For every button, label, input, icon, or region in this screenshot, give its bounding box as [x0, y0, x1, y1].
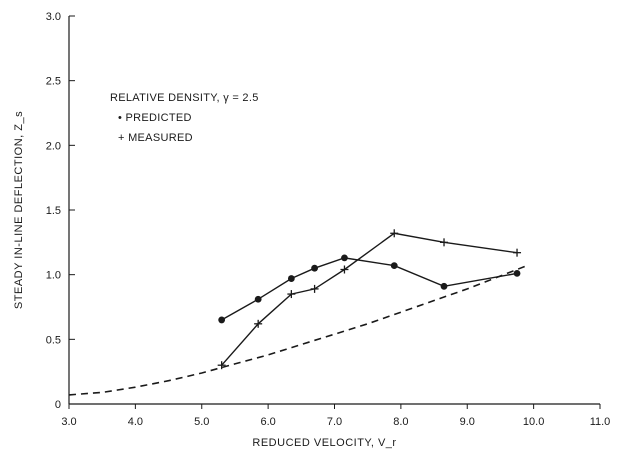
data-point-measured: [310, 284, 319, 293]
data-point-predicted: [254, 295, 262, 303]
y-tick-label: 2.5: [46, 76, 61, 88]
data-point-measured: [390, 229, 399, 238]
x-tick-label: 9.0: [460, 416, 475, 428]
chart-axes: 3.0 4.0 5.0 6.0 7.0 8.0 9.0 10.0 11.0 0 0.5 1.0 1.5 2…: [13, 11, 610, 449]
chart-series: [68, 229, 528, 396]
chart-legend: RELATIVE DENSITY, γ = 2.5 • PREDICTED + …: [110, 92, 259, 144]
data-point-measured: [287, 290, 296, 299]
x-tick-label: 7.0: [327, 416, 342, 428]
data-point-predicted: [390, 262, 398, 270]
x-tick-label: 4.0: [128, 416, 143, 428]
data-point-predicted: [287, 275, 295, 282]
data-point-measured: [513, 248, 522, 257]
x-axis-title: REDUCED VELOCITY, V_r: [252, 437, 396, 449]
data-point-predicted: [440, 282, 448, 290]
data-point-measured: [440, 238, 449, 247]
data-point-measured: [217, 361, 226, 370]
data-point-predicted: [513, 269, 521, 277]
x-tick-label: 11.0: [590, 416, 611, 428]
legend-title: RELATIVE DENSITY, γ = 2.5: [110, 92, 259, 104]
x-tick-label: 8.0: [393, 416, 408, 428]
data-point-measured: [340, 265, 349, 274]
x-tick-label: 5.0: [194, 416, 209, 428]
x-tick-label: 10.0: [523, 416, 544, 428]
x-tick-label: 3.0: [61, 416, 76, 428]
data-point-predicted: [311, 264, 318, 272]
y-tick-label: 1.0: [46, 270, 61, 282]
y-tick-label: 1.5: [46, 205, 61, 217]
data-point-predicted: [218, 316, 226, 324]
y-tick-label: 0: [55, 399, 61, 411]
data-point-measured: [254, 319, 263, 328]
legend-entry-measured: + MEASURED: [118, 132, 193, 144]
series-line-predicted: [221, 257, 518, 321]
y-tick-label: 2.0: [46, 140, 61, 152]
y-axis-title: STEADY IN-LINE DEFLECTION, Z_s: [13, 111, 25, 309]
legend-entry-predicted: • PREDICTED: [118, 112, 192, 124]
x-tick-label: 6.0: [260, 416, 275, 428]
series-line-measured: [221, 232, 518, 366]
data-point-predicted: [341, 254, 348, 262]
y-tick-label: 0.5: [46, 334, 61, 346]
y-tick-label: 3.0: [46, 11, 61, 23]
series-line-trend: [68, 264, 528, 396]
